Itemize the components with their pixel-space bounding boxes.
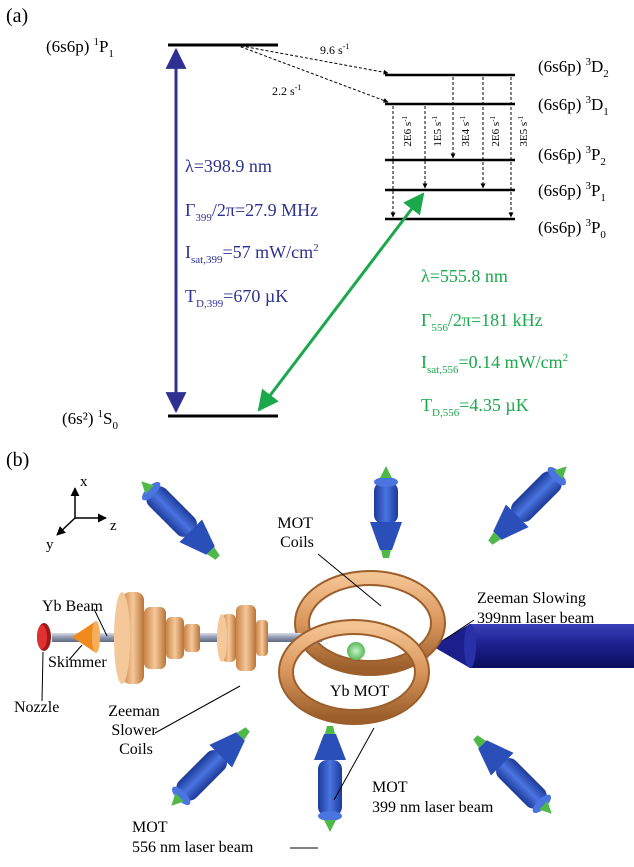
isat-399: Isat,399=57 mW/cm2	[185, 242, 319, 266]
mot-beam-bottom-left	[171, 727, 250, 806]
lambda-556: λ=555.8 nm	[421, 266, 508, 286]
mot-beam-top-center	[370, 466, 402, 558]
transition-399-params: λ=398.9 nm Γ399/2π=27.9 MHz Isat,399=57 …	[185, 156, 319, 310]
label-zeeman-slower-coils: Zeeman Slower Coils	[108, 703, 164, 758]
transition-556-arrow	[257, 192, 425, 412]
yb-mot-cloud	[347, 642, 365, 660]
rate-to-3d2: 9.6 s-1	[320, 42, 349, 57]
cascade-rate-2: 1E5 s-1	[431, 116, 444, 147]
nozzle	[37, 623, 51, 651]
label-1p1: (6s6p) 1P1	[46, 36, 114, 60]
label-3d2: (6s6p) 3D2	[538, 56, 609, 80]
label-mot-399: MOT 399 nm laser beam	[372, 779, 494, 816]
axes-indicator: x z y	[46, 474, 117, 553]
decay-to-3d2	[235, 44, 389, 75]
cascade-rate-1: 2E6 s-1	[401, 116, 414, 147]
axis-y	[56, 517, 76, 536]
panel-b-labels: MOT Coils Yb Beam Skimmer Nozzle Zeeman …	[14, 515, 595, 856]
label-3p2: (6s6p) 3P2	[538, 144, 606, 168]
cascade-rate-3: 3E4 s-1	[459, 116, 472, 147]
zeeman-slower-coils	[114, 592, 268, 684]
label-3d1: (6s6p) 3D1	[538, 94, 609, 118]
label-mot-556: MOT 556 nm laser beam	[132, 819, 254, 856]
label-nozzle: Nozzle	[14, 699, 59, 716]
gamma-556: Γ556/2π=181 kHz	[421, 310, 543, 334]
decay-to-3d1	[235, 44, 389, 103]
rate-to-3d1: 2.2 s-1	[272, 83, 301, 98]
label-yb-beam: Yb Beam	[42, 598, 103, 615]
cascade-rate-4: 2E6 s-1	[489, 116, 502, 147]
td-399: TD,399=670 µK	[185, 286, 288, 310]
label-mot-coils: MOT Coils	[277, 515, 316, 551]
skimmer	[72, 621, 100, 653]
label-yb-mot: Yb MOT	[330, 683, 389, 700]
td-556: TD,556=4.35 µK	[421, 395, 529, 419]
axis-x-label: x	[80, 474, 88, 490]
label-3p1: (6s6p) 3P1	[538, 180, 606, 204]
mot-beam-bottom-center	[314, 726, 346, 832]
axis-z-label: z	[110, 518, 117, 534]
mot-beam-top-left	[141, 481, 220, 560]
lambda-399: λ=398.9 nm	[185, 156, 272, 176]
label-skimmer: Skimmer	[48, 654, 107, 671]
panel-b-label: (b)	[6, 449, 29, 471]
gamma-399: Γ399/2π=27.9 MHz	[185, 200, 318, 224]
label-1s0: (6s²) 1S0	[62, 408, 119, 432]
isat-556: Isat,556=0.14 mW/cm2	[421, 352, 568, 376]
leader-lines	[41, 553, 475, 849]
zeeman-slowing-beam	[432, 624, 634, 668]
mot-coil-front	[278, 619, 430, 725]
label-3p0: (6s6p) 3P0	[538, 217, 606, 241]
axis-y-label: y	[46, 537, 54, 553]
cascade-rate-5: 3E5 s-1	[517, 116, 530, 147]
mot-beam-top-right	[488, 466, 567, 545]
mot-coil-back	[294, 570, 446, 676]
panel-a-label: (a)	[6, 5, 28, 27]
label-zeeman-slowing: Zeeman Slowing 399nm laser beam	[477, 590, 595, 627]
mot-beam-bottom-right	[473, 735, 552, 814]
transition-556-params: λ=555.8 nm Γ556/2π=181 kHz Isat,556=0.14…	[421, 266, 568, 419]
